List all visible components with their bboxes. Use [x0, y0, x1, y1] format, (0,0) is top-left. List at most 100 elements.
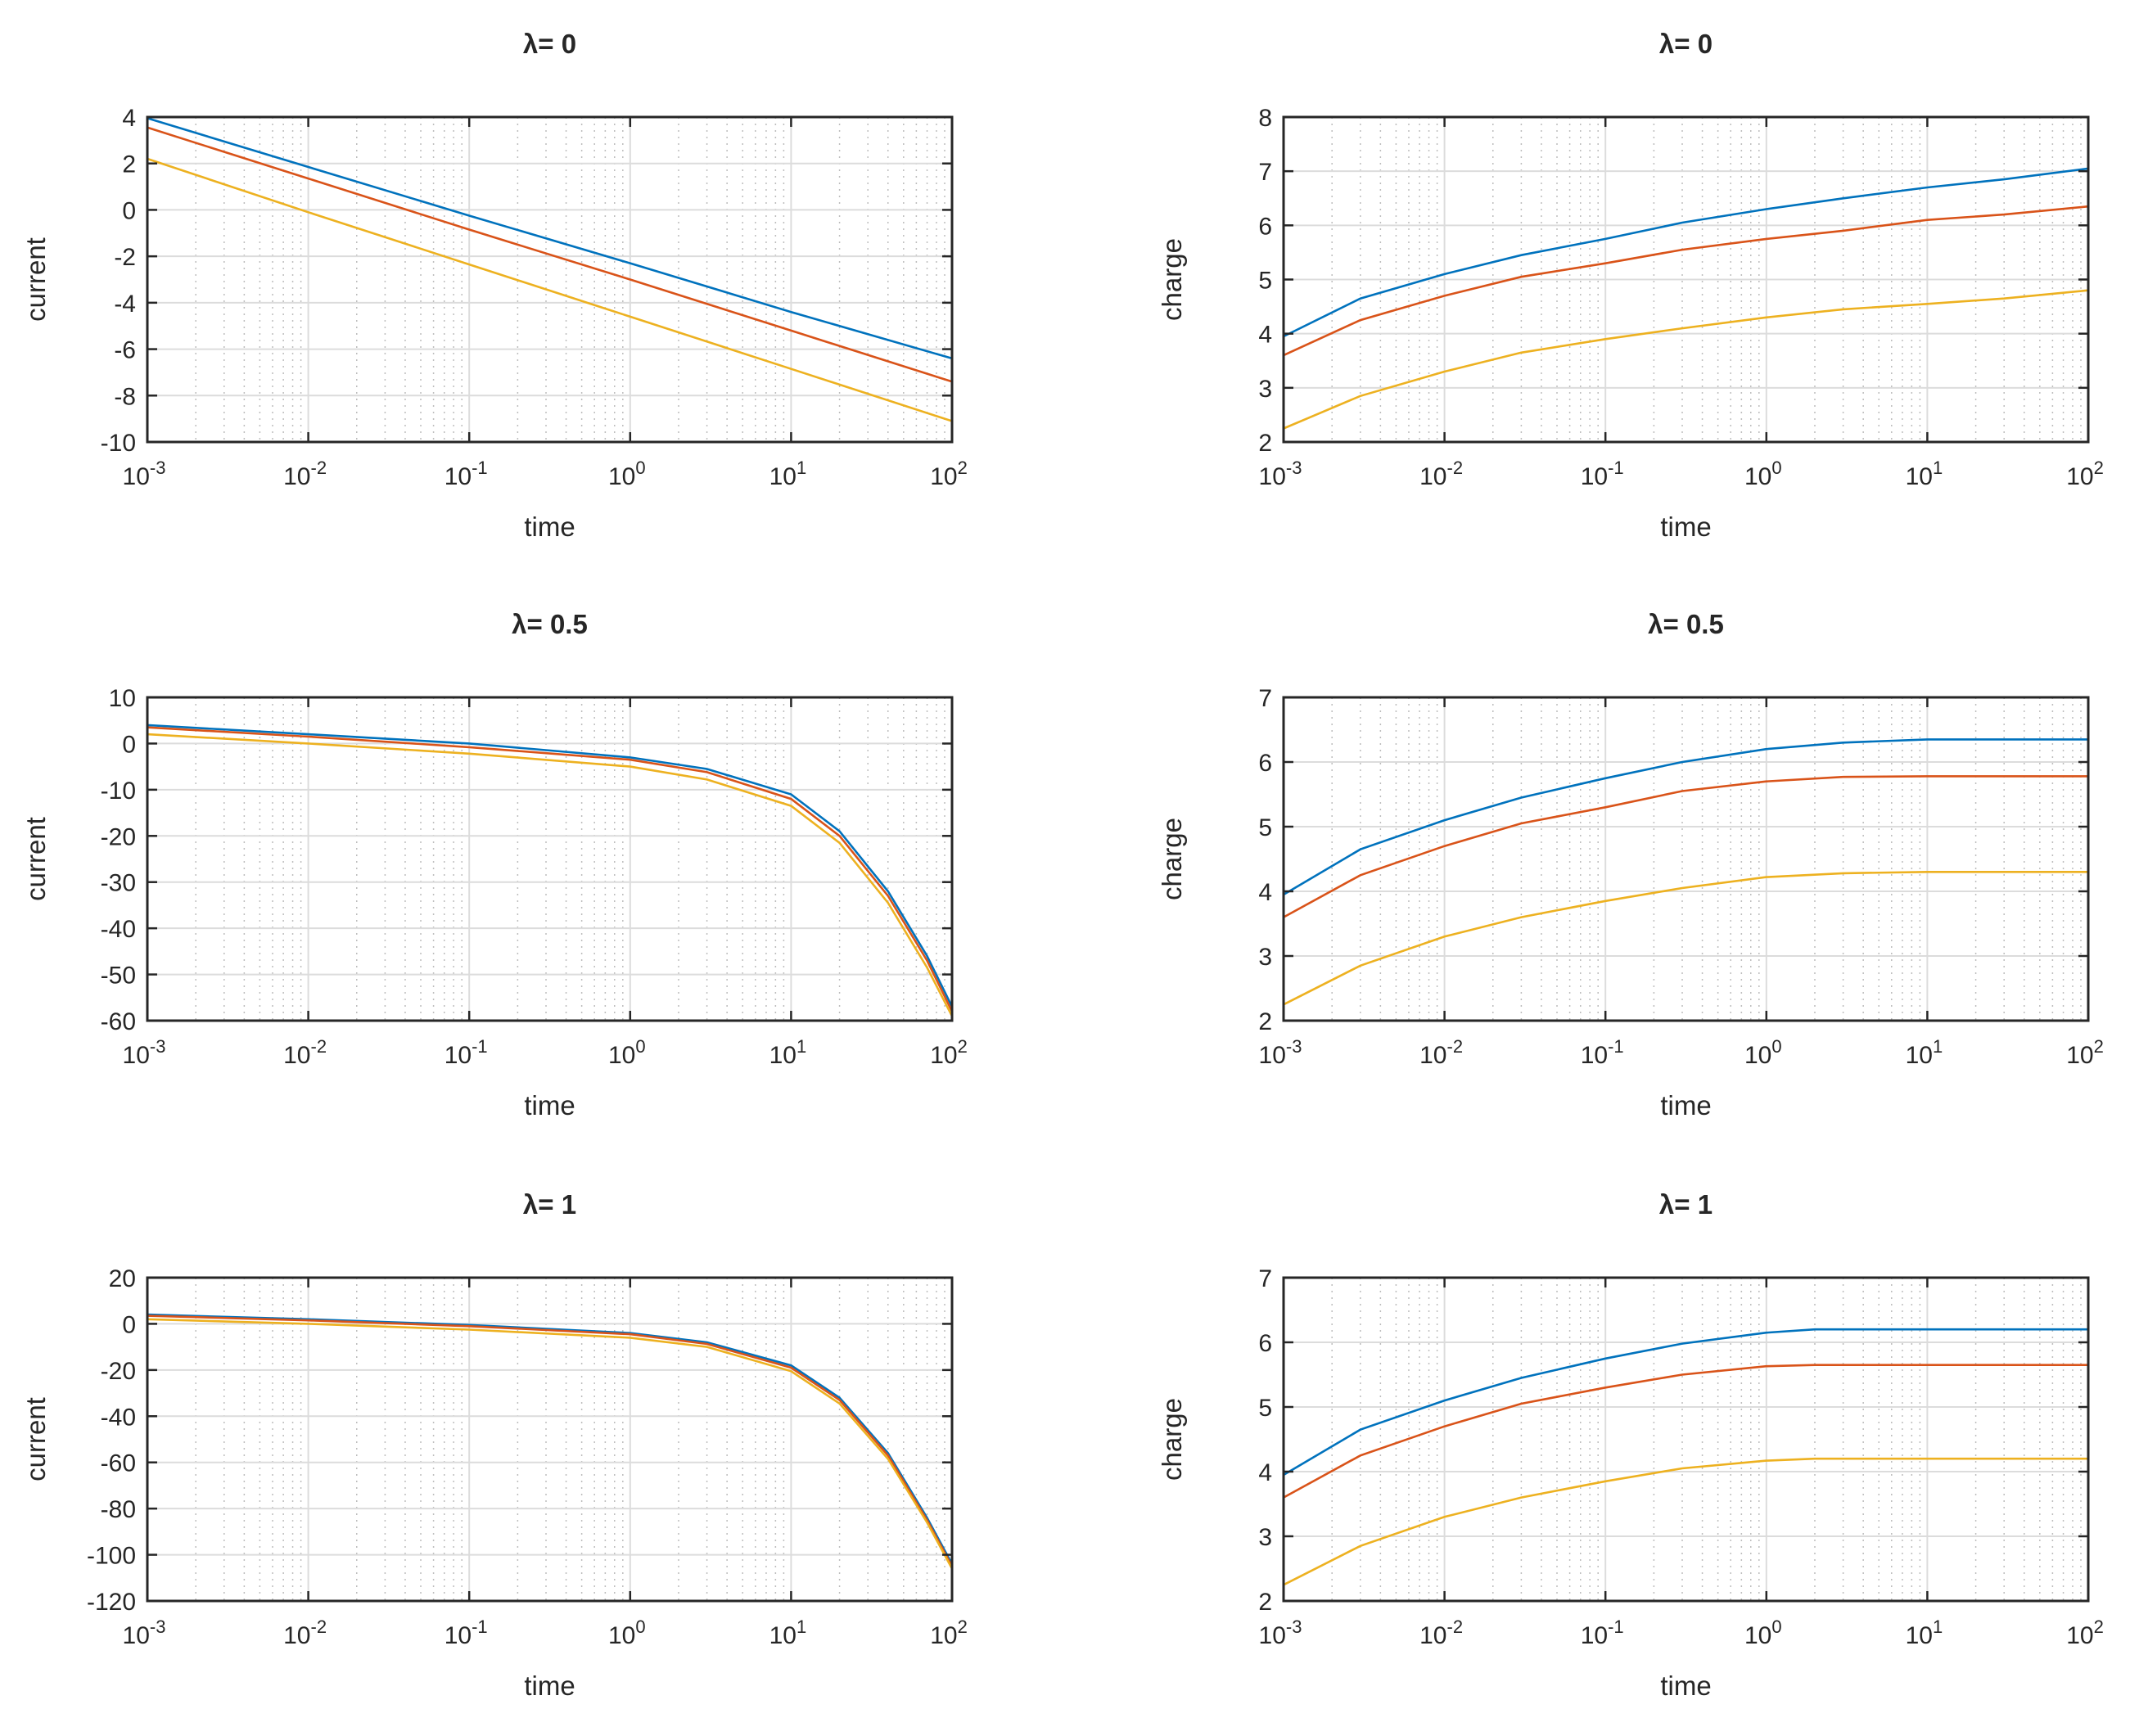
- x-axis-label: time: [1660, 1090, 1711, 1121]
- x-axis-label: time: [524, 1671, 575, 1701]
- x-tick-label: 10-3: [123, 1617, 166, 1649]
- series-line-3: [1283, 871, 2088, 1006]
- series-line-3: [147, 733, 954, 1017]
- x-tick-label: 101: [1906, 1036, 1943, 1069]
- x-tick-label: 10-2: [283, 1617, 327, 1649]
- x-axis-label: time: [1660, 512, 1711, 542]
- y-tick-label: -60: [101, 1450, 136, 1477]
- x-tick-label: 10-1: [445, 1036, 488, 1069]
- chart-6: 10-3 10-2 10-1 100 101 102 2 3 4 5 6 7 λ= 1 time charg…: [1157, 1189, 2104, 1701]
- series-line-1: [1283, 738, 2088, 896]
- y-tick-label: 2: [1258, 1589, 1272, 1616]
- x-tick-label: 10-1: [1581, 1617, 1624, 1649]
- chart-title: λ= 0: [523, 29, 576, 59]
- series-line-3: [147, 1318, 954, 1570]
- series-line-2: [147, 1314, 954, 1567]
- y-tick-label: 3: [1258, 1524, 1272, 1551]
- x-tick-label: 100: [1744, 1036, 1782, 1069]
- x-tick-label: 10-1: [445, 1617, 488, 1649]
- y-tick-label: -50: [101, 963, 136, 990]
- x-tick-label: 100: [608, 1617, 646, 1649]
- chart-title: λ= 1: [1659, 1189, 1713, 1220]
- x-axis-label: time: [1660, 1671, 1711, 1701]
- y-tick-label: 7: [1258, 1265, 1272, 1292]
- series-line-1: [1283, 1328, 2088, 1477]
- x-tick-label: 102: [930, 1617, 968, 1649]
- y-tick-label: 5: [1258, 814, 1272, 841]
- series-line-2: [1283, 1364, 2088, 1499]
- y-axis-label: current: [20, 1397, 51, 1481]
- chart-title: λ= 0.5: [512, 609, 588, 639]
- x-tick-label: 10-3: [1259, 458, 1302, 490]
- y-tick-label: 5: [1258, 1395, 1272, 1422]
- x-tick-label: 10-2: [1419, 1617, 1463, 1649]
- y-tick-label: -6: [114, 337, 136, 364]
- x-tick-label: 10-1: [445, 458, 488, 490]
- series-line-1: [147, 724, 954, 1008]
- y-tick-label: -100: [87, 1543, 136, 1570]
- x-tick-label: 102: [2066, 458, 2104, 490]
- series-line-2: [1283, 205, 2089, 357]
- axes-box: [146, 115, 954, 444]
- y-tick-label: -10: [101, 430, 136, 457]
- y-tick-label: 3: [1258, 944, 1272, 971]
- y-tick-label: 3: [1258, 376, 1272, 403]
- y-tick-label: 7: [1258, 159, 1272, 186]
- y-axis-label: current: [20, 817, 51, 901]
- series-line-1: [147, 1313, 954, 1565]
- series-line-3: [1283, 289, 2089, 430]
- y-tick-label: -60: [101, 1008, 136, 1035]
- y-tick-label: -120: [87, 1589, 136, 1616]
- x-tick-label: 101: [1906, 458, 1943, 490]
- x-axis-label: time: [524, 1090, 575, 1121]
- y-tick-label: 6: [1258, 1330, 1272, 1357]
- y-tick-label: 20: [109, 1265, 136, 1292]
- y-tick-label: 0: [122, 731, 136, 758]
- y-axis-label: charge: [1157, 818, 1187, 900]
- x-tick-label: 10-2: [283, 1036, 327, 1069]
- y-tick-label: 10: [109, 685, 136, 712]
- y-tick-label: 0: [122, 197, 136, 224]
- x-tick-label: 10-2: [283, 458, 327, 490]
- x-tick-label: 10-3: [123, 458, 166, 490]
- y-tick-label: -4: [114, 291, 136, 318]
- y-tick-label: -40: [101, 916, 136, 943]
- y-tick-label: -80: [101, 1496, 136, 1523]
- series-line-2: [1283, 775, 2088, 918]
- y-axis-label: current: [20, 237, 51, 322]
- chart-1: 10-3 10-2 10-1 100 101 102 -10 -8 -6 -4 -2 0 2 4 λ= 0 t…: [20, 29, 968, 542]
- y-tick-label: 5: [1258, 268, 1272, 295]
- x-tick-label: 100: [1744, 1617, 1782, 1649]
- chart-title: λ= 0.5: [1648, 609, 1724, 639]
- y-tick-label: 4: [122, 105, 136, 132]
- y-axis-label: charge: [1157, 238, 1187, 321]
- y-axis-label: charge: [1157, 1398, 1187, 1481]
- axes-box: [146, 1276, 954, 1603]
- y-tick-label: -30: [101, 870, 136, 897]
- series-line-3: [1283, 1457, 2088, 1586]
- x-tick-label: 102: [2066, 1036, 2104, 1069]
- chart-4: 10-3 10-2 10-1 100 101 102 2 3 4 5 6 7 λ= 0.5 time cha…: [1157, 609, 2104, 1121]
- y-tick-label: 4: [1258, 879, 1272, 906]
- y-tick-label: 7: [1258, 685, 1272, 712]
- x-tick-label: 10-3: [1259, 1036, 1302, 1069]
- y-tick-label: 8: [1258, 105, 1272, 132]
- y-tick-label: 0: [122, 1311, 136, 1338]
- y-tick-label: 6: [1258, 213, 1272, 240]
- y-tick-label: 2: [1258, 430, 1272, 457]
- x-tick-label: 101: [769, 1036, 807, 1069]
- y-tick-label: 4: [1258, 322, 1272, 349]
- x-tick-label: 101: [769, 458, 807, 490]
- x-tick-label: 101: [769, 1617, 807, 1649]
- y-tick-label: -8: [114, 383, 136, 410]
- x-tick-label: 100: [608, 1036, 646, 1069]
- y-tick-label: -40: [101, 1404, 136, 1431]
- series-line-1: [1283, 167, 2089, 338]
- y-tick-label: -2: [114, 244, 136, 271]
- x-tick-label: 10-1: [1581, 458, 1624, 490]
- x-tick-label: 100: [1744, 458, 1782, 490]
- x-tick-label: 102: [930, 1036, 968, 1069]
- axes-box: [146, 696, 954, 1022]
- axes-box: [1282, 696, 2090, 1022]
- y-tick-label: -20: [101, 823, 136, 850]
